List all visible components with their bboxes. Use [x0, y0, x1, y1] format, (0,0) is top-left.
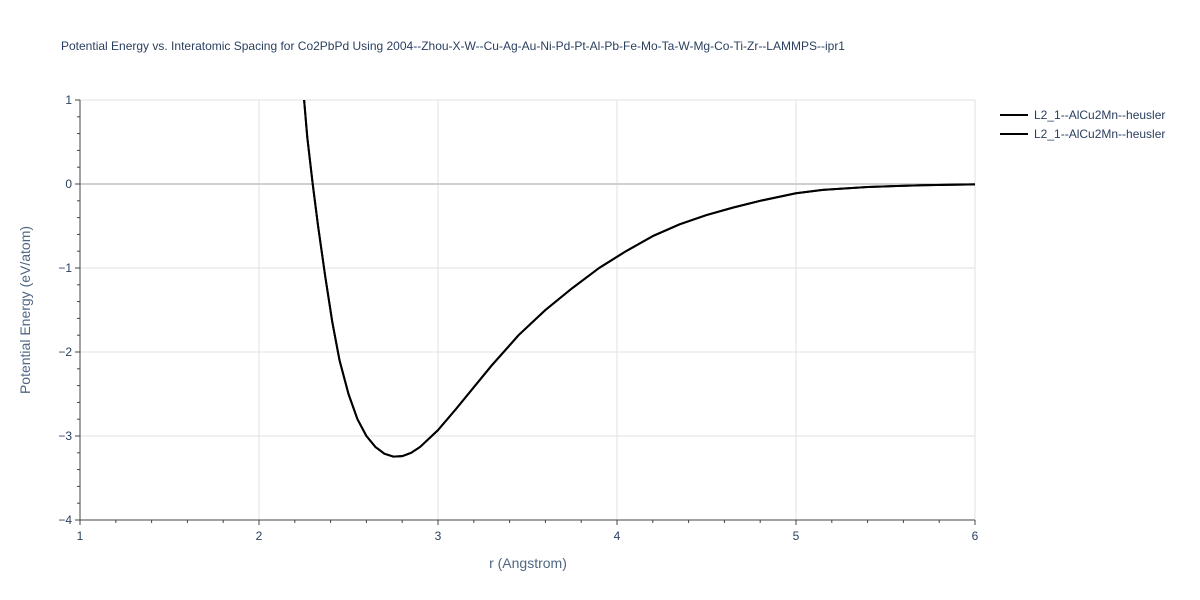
x-tick-label: 5 — [793, 529, 800, 543]
legend-label: L2_1--AlCu2Mn--heusler — [1034, 108, 1165, 122]
x-tick-label: 3 — [435, 529, 442, 543]
x-tick-label: 2 — [256, 529, 263, 543]
axes — [79, 100, 975, 521]
y-axis-ticks: 1 0 −1 −2 −3 −4 — [58, 93, 80, 527]
series-group — [303, 100, 975, 458]
y-tick-label: −1 — [58, 261, 72, 275]
y-tick-label: 0 — [65, 177, 72, 191]
x-axis-title: r (Angstrom) — [489, 555, 567, 571]
legend[interactable]: L2_1--AlCu2Mn--heusler L2_1--AlCu2Mn--heu… — [1000, 108, 1165, 141]
x-tick-label: 1 — [77, 529, 84, 543]
x-tick-label: 6 — [972, 529, 979, 543]
x-axis-ticks: 1 2 3 4 5 6 — [77, 520, 979, 543]
y-tick-label: −2 — [58, 345, 72, 359]
chart-title: Potential Energy vs. Interatomic Spacing… — [61, 39, 845, 53]
series-line-2 — [303, 100, 975, 458]
grid — [80, 99, 976, 520]
y-tick-label: −3 — [58, 429, 72, 443]
y-tick-label: −4 — [58, 513, 72, 527]
legend-item-1[interactable]: L2_1--AlCu2Mn--heusler — [1000, 108, 1165, 122]
legend-item-2[interactable]: L2_1--AlCu2Mn--heusler — [1000, 127, 1165, 141]
y-tick-label: 1 — [65, 93, 72, 107]
y-axis-title: Potential Energy (eV/atom) — [17, 226, 33, 394]
series-line-1 — [303, 100, 975, 458]
x-tick-label: 4 — [614, 529, 621, 543]
legend-label: L2_1--AlCu2Mn--heusler — [1034, 127, 1165, 141]
